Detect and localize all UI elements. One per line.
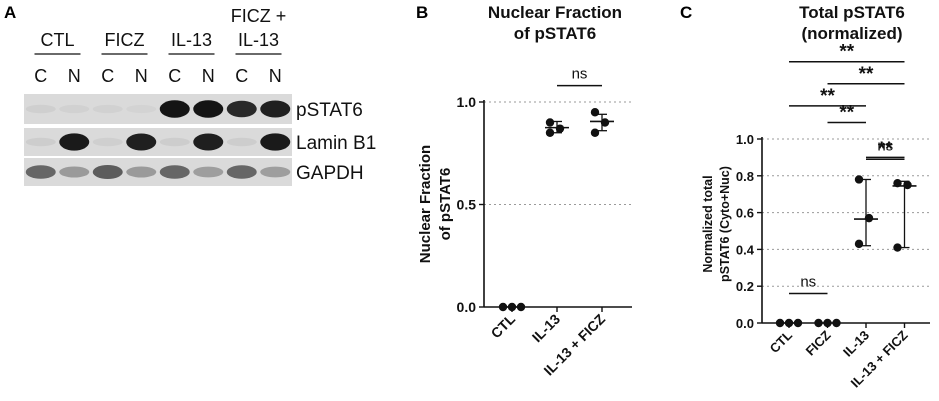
blot-group-label: IL-13 [238,30,279,50]
significance-label: ** [839,102,854,123]
chart-title: (normalized) [801,24,902,43]
significance-label: ** [839,42,854,63]
y-tick-label: 0.0 [736,316,754,331]
x-tick-label: IL-13 [840,328,872,360]
x-tick-label: CTL [767,327,796,356]
y-tick-label: 1.0 [736,132,754,147]
data-point [775,318,785,328]
blot-row-label: pSTAT6 [296,100,363,121]
blot-band [260,100,291,118]
blot-band [193,133,224,151]
significance-label: ** [878,139,893,160]
data-point [832,318,841,328]
y-tick-label: 0.6 [736,206,754,221]
blot-band [59,133,90,151]
blot-lane-label: N [135,66,148,86]
data-point [893,243,902,252]
data-point [590,128,600,137]
y-tick-label: 0.4 [736,242,755,257]
blot-group-label: FICZ [105,30,145,50]
blot-row-label: GAPDH [296,163,364,184]
panel-label-c: C [680,3,692,22]
data-point [854,239,864,249]
blot-band [193,100,224,118]
data-point [784,318,794,328]
blot-band [25,104,56,114]
panel-label-b: B [416,3,428,22]
data-point [600,118,610,127]
data-point [555,124,565,133]
chart-title: Total pSTAT6 [799,3,905,22]
data-point [545,128,555,137]
significance-label: ns [877,137,893,154]
blot-band [92,137,123,147]
data-point [516,302,526,312]
y-axis-label: Normalized total [701,175,715,272]
y-tick-label: 0.0 [457,299,477,315]
blot-band [260,133,291,151]
blot-band [25,165,56,179]
blot-row-label: Lamin B1 [296,133,376,154]
blot-group-label: IL-13 [171,30,212,50]
data-point [590,108,600,117]
y-axis-label: Nuclear Fraction [417,145,434,263]
blot-lane-label: N [269,66,282,86]
x-tick-label: FICZ [803,327,834,358]
blot-band [226,137,257,147]
significance-label: ** [859,64,874,85]
y-tick-label: 0.8 [736,169,754,184]
blot-group-label: CTL [40,30,74,50]
data-point [545,118,555,127]
blot-band [159,100,190,118]
data-point [793,318,803,328]
blot-band [59,166,90,178]
data-point [823,318,832,328]
y-axis-label: pSTAT6 (Cyto+Nuc) [718,166,732,282]
data-point [903,180,912,190]
data-point [507,302,517,312]
blot-band [126,133,157,151]
data-point [893,178,902,188]
data-point [854,175,864,184]
blot-band [126,166,157,178]
significance-label: ** [820,86,835,107]
blot-lane-label: N [202,66,215,86]
blot-band [159,137,190,147]
x-tick-label: CTL [488,310,519,341]
data-point [498,302,508,312]
blot-band [159,165,190,179]
blot-group-label: FICZ + [231,6,287,26]
data-point [814,318,823,328]
y-tick-label: 1.0 [457,94,477,110]
blot-lane-label: C [34,66,47,86]
blot-lane-label: C [101,66,114,86]
blot-band [126,104,157,114]
blot-lane-label: C [168,66,181,86]
blot-band [25,137,56,147]
blot-band [59,104,90,114]
chart-title: of pSTAT6 [514,24,596,43]
significance-label: ns [572,66,588,83]
chart-title: Nuclear Fraction [488,3,622,22]
blot-band [92,104,123,114]
total-pstat6-chart: Total pSTAT6 (normalized) 0.0 0.2 0.4 0.6 0.8 1… [701,3,930,390]
blot-band [226,100,257,118]
y-tick-label: 0.2 [736,279,754,294]
y-axis-label: of pSTAT6 [437,168,454,241]
data-point [864,213,874,223]
blot-band [226,165,257,179]
blot-band [92,165,123,179]
blot-lane-label: N [68,66,81,86]
significance-label: ns [800,274,816,291]
blot-band [260,166,291,178]
blot-lane-label: C [235,66,248,86]
y-tick-label: 0.5 [457,197,477,213]
panel-label-a: A [4,3,16,22]
blot-band [193,166,224,178]
x-tick-label: IL-13 [529,311,564,346]
